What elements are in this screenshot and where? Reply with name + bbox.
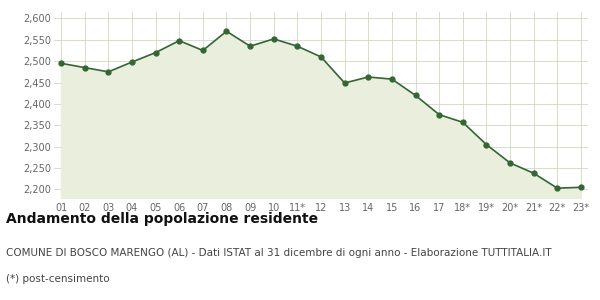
Text: (*) post-censimento: (*) post-censimento [6,274,110,284]
Text: COMUNE DI BOSCO MARENGO (AL) - Dati ISTAT al 31 dicembre di ogni anno - Elaboraz: COMUNE DI BOSCO MARENGO (AL) - Dati ISTA… [6,248,551,257]
Text: Andamento della popolazione residente: Andamento della popolazione residente [6,212,318,226]
